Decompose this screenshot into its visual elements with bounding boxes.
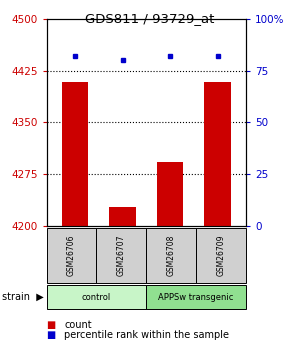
Text: GSM26707: GSM26707 <box>117 235 126 276</box>
Text: GDS811 / 93729_at: GDS811 / 93729_at <box>85 12 215 25</box>
Bar <box>110 207 136 226</box>
Text: count: count <box>64 320 92 330</box>
Text: GSM26706: GSM26706 <box>67 235 76 276</box>
Text: control: control <box>82 293 111 302</box>
Text: ■: ■ <box>46 320 56 330</box>
Text: percentile rank within the sample: percentile rank within the sample <box>64 331 230 340</box>
Bar <box>204 82 231 226</box>
Text: GSM26709: GSM26709 <box>217 235 226 276</box>
Text: APPSw transgenic: APPSw transgenic <box>158 293 234 302</box>
Text: ■: ■ <box>46 331 56 340</box>
Bar <box>62 82 88 226</box>
Bar <box>157 162 183 226</box>
Text: strain  ▶: strain ▶ <box>2 292 43 302</box>
Text: GSM26708: GSM26708 <box>167 235 176 276</box>
